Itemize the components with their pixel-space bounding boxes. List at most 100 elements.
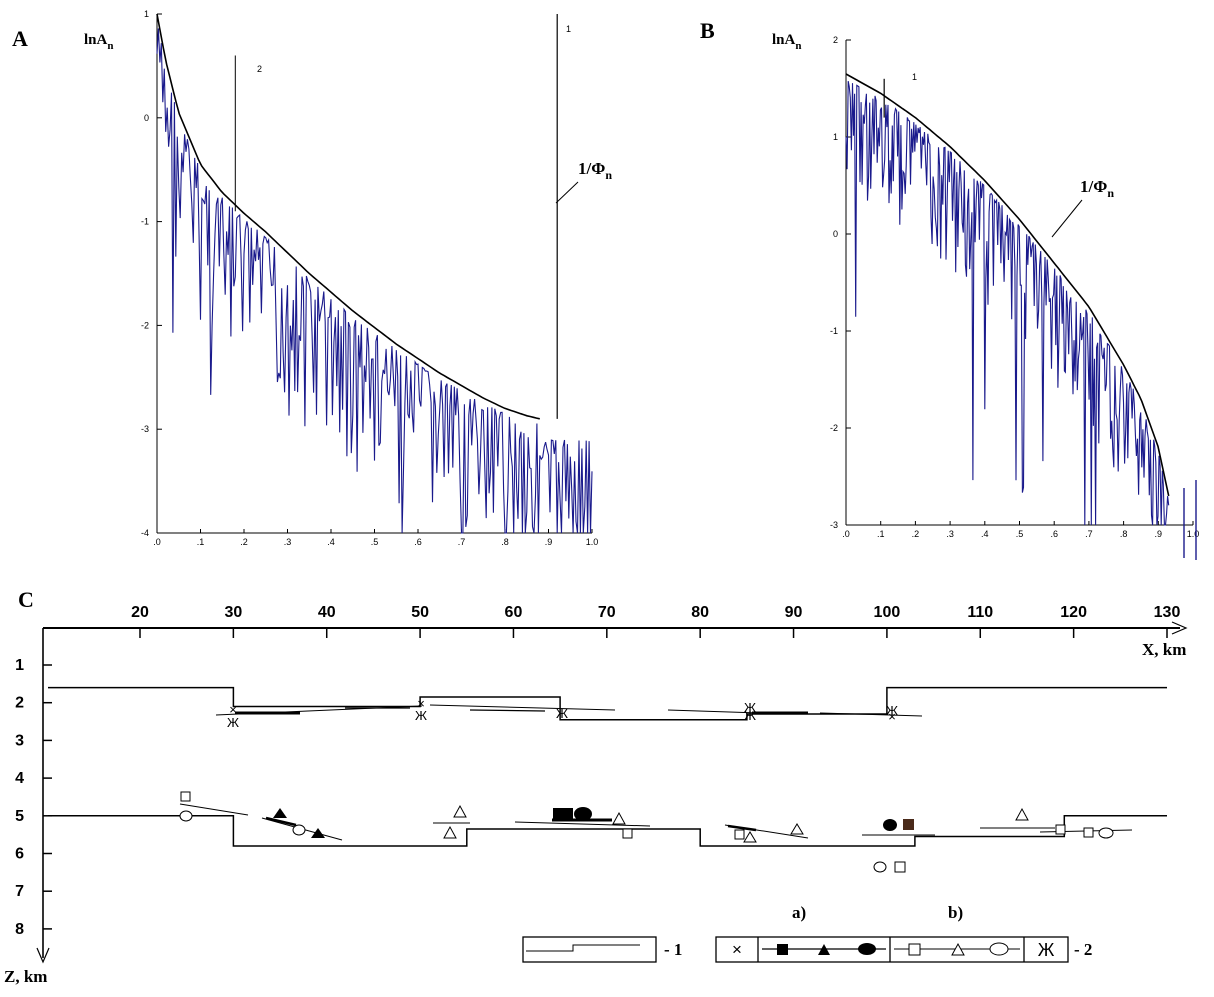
panel-a-trace (156, 28, 593, 534)
star-marker: Ж (886, 703, 898, 718)
star-marker: Ж (227, 715, 239, 730)
x-tick-label: .8 (501, 537, 509, 547)
y-tick-label: -1 (141, 217, 149, 227)
y-tick-label: 1 (833, 132, 838, 142)
x-tick-label: .4 (981, 529, 989, 539)
z-tick-label: 4 (15, 770, 24, 787)
x-tick-label: .6 (414, 537, 422, 547)
x-tick-label: .5 (1016, 529, 1024, 539)
panel-a-envelope-curve (156, 13, 540, 420)
z-tick-label: 1 (15, 657, 24, 674)
y-tick-label: 0 (833, 229, 838, 239)
open-triangle-marker (443, 825, 457, 839)
open-triangle-marker (790, 823, 804, 835)
y-tick-label: -2 (830, 423, 838, 433)
x-tick-label: .3 (284, 537, 292, 547)
panel-c-legend: a) b) - 1 × Ж - 2 (522, 903, 1092, 963)
panel-c-z-axis-arrow (36, 947, 50, 964)
legend-label-a: a) (792, 903, 806, 922)
legend-star-symbol: Ж (1038, 940, 1055, 960)
panel-c-upper-markers: × Ж × Ж Ж Ж Ж Ж × (227, 696, 898, 730)
x-tick-label: .2 (240, 537, 248, 547)
panel-a-y-ticks: 1 0 -1 -2 -3 -4 (141, 9, 162, 538)
panel-c-upper-boundary (48, 686, 1167, 721)
panel-b-trace (845, 80, 1170, 526)
panel-c: C X, km Z, km 20 30 40 50 60 70 80 90 100 110 120 1… (4, 587, 1188, 986)
star-marker: Ж (556, 706, 568, 721)
open-triangle-marker (1015, 807, 1029, 821)
x-tick-label: 30 (224, 604, 242, 621)
panel-c-z-ticks: 1 2 3 4 5 6 7 8 (15, 657, 52, 938)
panel-a-marker-2: 2 (257, 64, 262, 74)
x-tick-label: .9 (1155, 529, 1163, 539)
x-tick-label: .7 (1085, 529, 1093, 539)
open-triangle-marker (453, 804, 467, 818)
lower-seg-8 (727, 824, 757, 832)
star-marker: Ж (744, 700, 756, 715)
y-tick-label: -3 (141, 424, 149, 434)
legend-boundary-symbol (526, 944, 640, 952)
open-square-marker (180, 791, 191, 802)
z-tick-label: 5 (15, 808, 24, 825)
x-tick-label: .4 (327, 537, 335, 547)
panel-a-curve-label-leader (555, 181, 579, 204)
x-tick-label: 80 (691, 604, 709, 621)
open-circle-marker (292, 824, 306, 836)
panel-b-curve-label-leader (1051, 199, 1083, 238)
panel-b-ylabel: lnAn (772, 32, 801, 52)
lower-seg-5 (514, 821, 651, 827)
x-tick-label: .0 (842, 529, 850, 539)
legend-filled-triangle (818, 944, 830, 955)
z-tick-label: 7 (15, 883, 24, 900)
panel-a: A lnAn 1/Φn 1 2 .0 .1 .2 .3 .4 .5 .6 .7 .8 .9 1 .0 … (12, 9, 612, 547)
open-triangle-marker (612, 811, 626, 825)
x-tick-label: .2 (912, 529, 920, 539)
panel-a-letter: A (12, 26, 28, 51)
z-tick-label: 2 (15, 695, 24, 712)
y-tick-label: -3 (830, 520, 838, 530)
x-tick-label: 120 (1060, 604, 1087, 621)
x-tick-label: 110 (967, 604, 993, 621)
open-circle-marker (179, 810, 193, 822)
filled-triangle-marker (273, 808, 287, 818)
z-tick-label: 3 (15, 732, 24, 749)
panel-c-x-ticks: 20 30 40 50 60 70 80 90 100 110 120 130 (131, 604, 1180, 638)
upper-seg-5 (469, 709, 546, 712)
x-tick-label: .7 (458, 537, 466, 547)
cross-marker: × (417, 696, 425, 711)
legend-item-1: - 1 (664, 940, 682, 959)
legend-open-square (908, 943, 921, 956)
x-tick-label: .5 (371, 537, 379, 547)
open-square-marker (1083, 827, 1094, 838)
y-tick-label: 0 (144, 113, 149, 123)
z-tick-label: 8 (15, 921, 24, 938)
panel-b: B lnAn 1/Φn 1 .0 .1 .2 .3 .4 .5 .6 .7 .8 .9 1.0 2 1… (700, 18, 1199, 560)
panel-b-x-ticks: .0 .1 .2 .3 .4 .5 .6 .7 .8 .9 1.0 (842, 521, 1199, 539)
x-tick-label: .1 (197, 537, 205, 547)
panel-c-letter: C (18, 587, 34, 612)
panel-b-marker-1: 1 (912, 72, 917, 82)
legend-label-b: b) (948, 903, 963, 922)
open-circle-marker (1098, 827, 1114, 839)
y-tick-label: -2 (141, 320, 149, 330)
panel-a-ylabel: lnAn (84, 32, 113, 52)
panel-a-curve-label: 1/Φn (578, 159, 612, 182)
open-square-marker (622, 828, 633, 839)
x-tick-label: .6 (1050, 529, 1058, 539)
panel-c-upper-segments (215, 704, 923, 717)
x-tick-label: 90 (785, 604, 803, 621)
x-tick-label: .8 (1120, 529, 1128, 539)
x-tick-label: 130 (1154, 604, 1181, 621)
x-tick-label: .0 (153, 537, 161, 547)
x-tick-label: .9 (545, 537, 553, 547)
legend-cross-symbol: × (732, 940, 742, 959)
x-tick-label: 1.0 (1187, 529, 1200, 539)
upper-seg-4 (429, 704, 616, 711)
open-square-marker (1055, 824, 1066, 835)
legend-filled-square (777, 944, 788, 955)
x-tick-label: .3 (946, 529, 954, 539)
x-tick-label: 1.0 (586, 537, 599, 547)
y-tick-label: -1 (830, 326, 838, 336)
legend-open-circle (989, 942, 1009, 956)
